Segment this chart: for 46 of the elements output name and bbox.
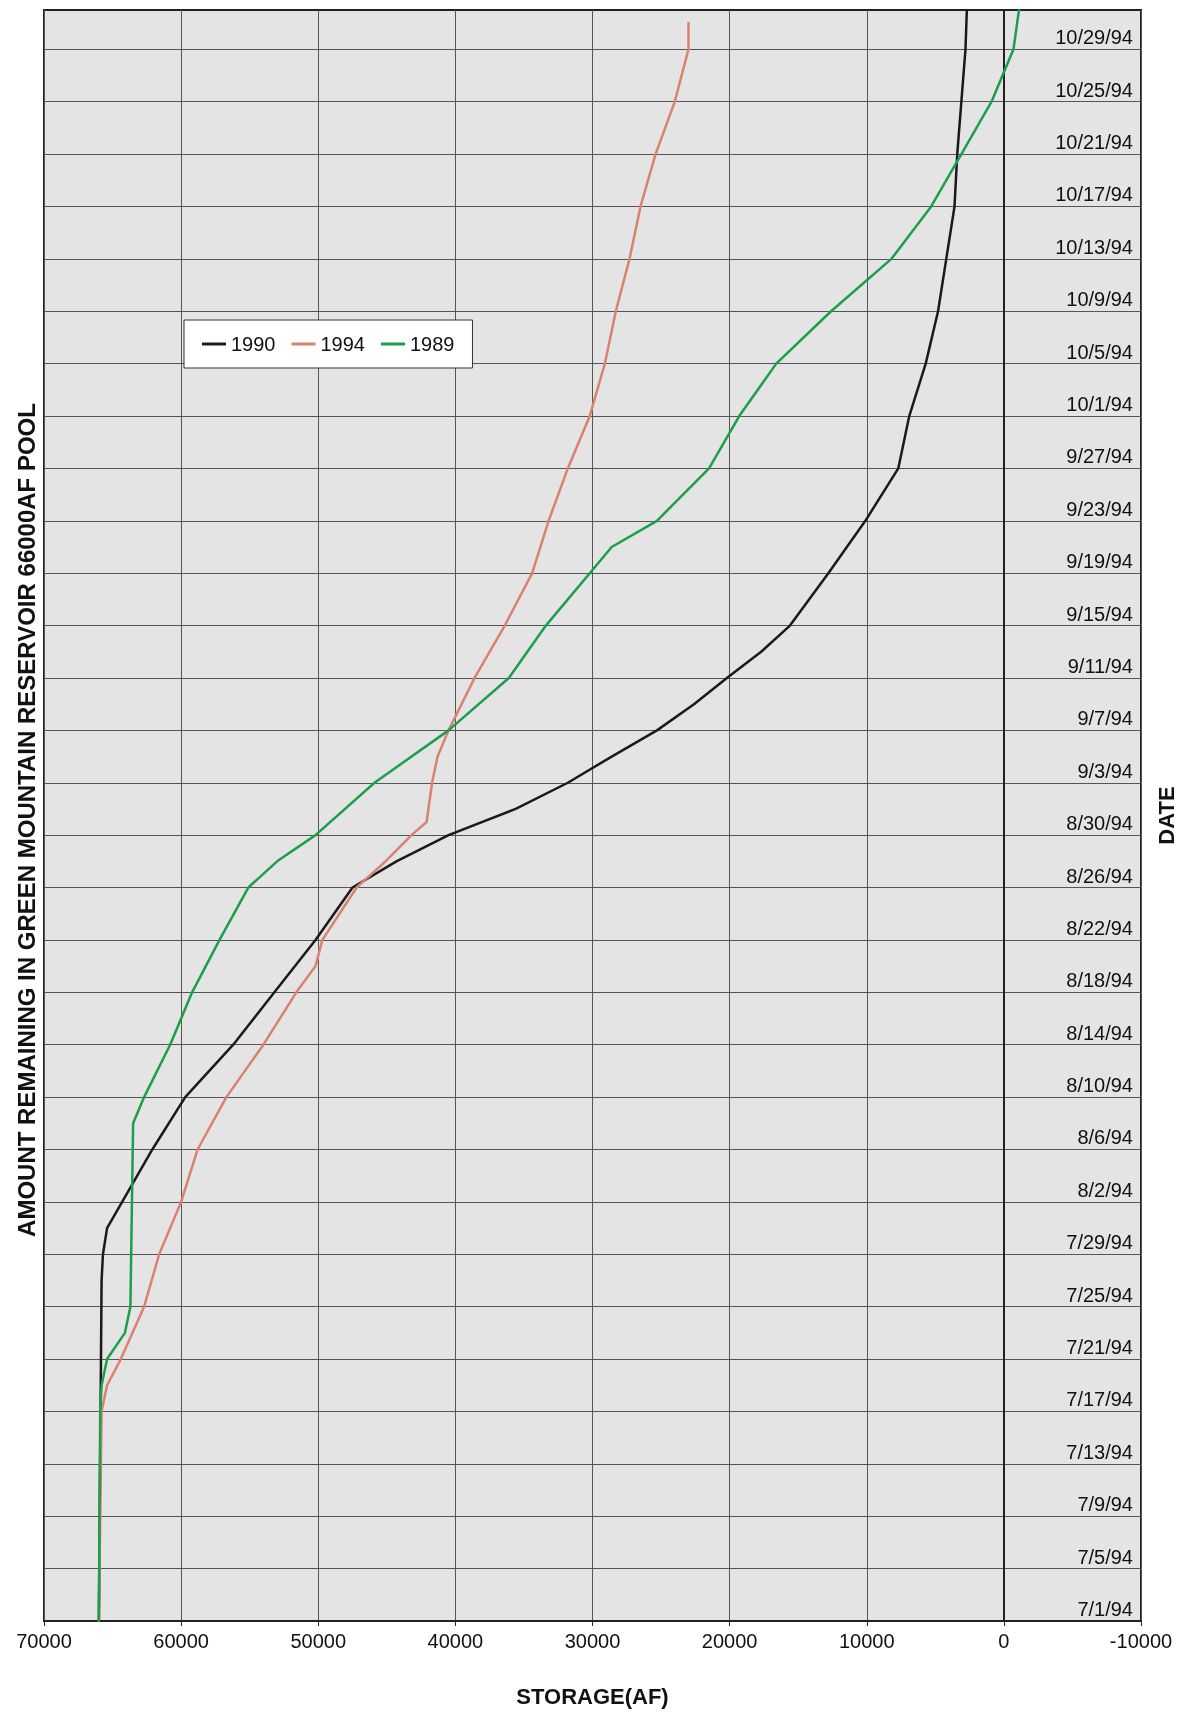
y-tick-label: 9/3/94 xyxy=(1077,759,1133,782)
y-tick-label: 8/26/94 xyxy=(1066,864,1133,887)
legend-label: 1989 xyxy=(409,333,455,355)
y-tick-label: 10/9/94 xyxy=(1066,288,1133,311)
y-tick-label: 7/25/94 xyxy=(1066,1283,1133,1306)
y-tick-label: 7/13/94 xyxy=(1066,1440,1133,1463)
legend-label: 1994 xyxy=(320,333,365,355)
y-tick-label: 10/25/94 xyxy=(1055,78,1133,101)
x-tick-label: 10000 xyxy=(838,1630,895,1652)
x-tick-label: 30000 xyxy=(564,1630,621,1652)
y-tick-label: 8/2/94 xyxy=(1077,1178,1133,1201)
y-tick-label: 7/5/94 xyxy=(1077,1545,1133,1568)
y-tick-label: 10/13/94 xyxy=(1055,235,1133,258)
y-tick-label: 7/9/94 xyxy=(1077,1493,1133,1516)
y-tick-label: 9/11/94 xyxy=(1067,654,1133,677)
y-tick-label: 7/29/94 xyxy=(1066,1231,1133,1254)
y-tick-label: 7/21/94 xyxy=(1066,1336,1133,1359)
y-tick-label: 9/27/94 xyxy=(1066,445,1133,468)
y-tick-label: 7/1/94 xyxy=(1077,1598,1133,1620)
y-tick-label: 8/22/94 xyxy=(1066,916,1133,939)
y-tick-label: 8/10/94 xyxy=(1066,1074,1133,1097)
x-tick-label: 60000 xyxy=(153,1630,209,1652)
y-tick-label: 7/17/94 xyxy=(1066,1388,1133,1411)
y-tick-label: 10/5/94 xyxy=(1066,340,1133,363)
y-tick-label: 9/23/94 xyxy=(1066,497,1133,520)
x-tick-label: 70000 xyxy=(16,1630,72,1652)
y-tick-label: 10/17/94 xyxy=(1055,183,1133,206)
y-tick-label: 10/1/94 xyxy=(1066,393,1133,416)
x-tick-label: 50000 xyxy=(290,1630,347,1652)
y-axis-title: DATE xyxy=(1153,786,1179,845)
x-tick-label: 40000 xyxy=(427,1630,484,1652)
x-tick-label: 20000 xyxy=(701,1630,758,1652)
y-tick-label: 8/6/94 xyxy=(1077,1126,1133,1149)
x-tick-label: 0 xyxy=(998,1630,1010,1652)
text: AMOUNT REMAINING IN GREEN MOUNTAIN RESERVOIR 66000AF POOL xyxy=(12,403,40,1237)
y-tick-label: 9/7/94 xyxy=(1077,707,1133,730)
y-tick-label: 10/29/94 xyxy=(1055,26,1133,49)
y-tick-label: 8/14/94 xyxy=(1066,1021,1133,1044)
y-tick-label: 9/15/94 xyxy=(1066,602,1133,625)
x-tick-label: -10000 xyxy=(1109,1630,1173,1652)
x-axis-title: STORAGE(AF) xyxy=(516,1683,669,1709)
y-tick-label: 9/19/94 xyxy=(1066,550,1133,573)
legend-label: 1990 xyxy=(231,333,276,355)
y-tick-label: 8/18/94 xyxy=(1066,969,1133,992)
y-tick-label: 10/21/94 xyxy=(1055,131,1133,154)
y-tick-label: 8/30/94 xyxy=(1066,812,1133,835)
